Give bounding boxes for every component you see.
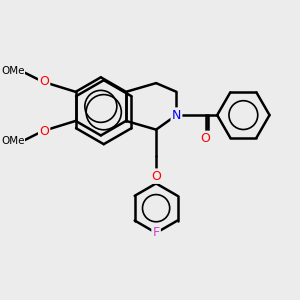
Text: OMe: OMe	[2, 136, 25, 146]
Text: N: N	[172, 109, 181, 122]
Text: O: O	[151, 170, 161, 183]
Text: O: O	[39, 124, 49, 138]
Text: OMe: OMe	[2, 67, 25, 76]
Text: O: O	[201, 132, 211, 145]
Text: F: F	[152, 226, 160, 239]
Text: O: O	[39, 75, 49, 88]
